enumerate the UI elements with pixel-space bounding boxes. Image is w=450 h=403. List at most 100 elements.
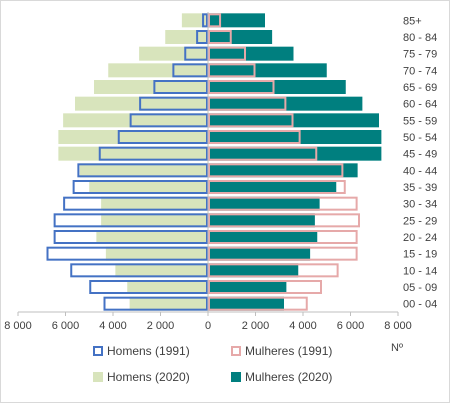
x-tick-label-4: 0 (205, 320, 211, 332)
category-label-4: 20 - 24 (403, 232, 437, 244)
bar-series-0-6 (63, 196, 208, 211)
legend-swatch-series-1 (231, 346, 241, 356)
bar-series-1-4 (208, 230, 358, 244)
bar-series-1-0 (208, 296, 308, 311)
bar-series-1-16 (208, 30, 232, 44)
legend-item-series-3: Mulheres (2020) (231, 370, 332, 384)
bar-series-1-15 (208, 46, 246, 61)
bar-series-0-7 (72, 180, 208, 194)
bar-series-3-2 (208, 263, 299, 278)
category-label-13: 65 - 69 (403, 82, 437, 94)
legend-swatch-series-0 (93, 346, 103, 356)
bar-series-3-13 (208, 80, 346, 94)
bar-series-0-17 (202, 13, 208, 28)
category-label-16: 80 - 84 (403, 32, 437, 44)
bar-series-2-12 (75, 96, 208, 111)
x-tick-label-8: 8 000 (384, 320, 412, 332)
bar-series-2-0 (129, 296, 208, 311)
bar-series-0-8 (77, 163, 208, 178)
bar-series-1-14 (208, 63, 256, 78)
bar-series-0-4 (53, 230, 208, 244)
bar-series-0-0 (103, 296, 208, 311)
bar-series-3-0 (208, 296, 284, 311)
x-tick-label-5: 2 000 (242, 320, 270, 332)
bar-series-3-3 (208, 246, 311, 261)
category-label-10: 50 - 54 (403, 132, 437, 144)
legend-label-series-3: Mulheres (2020) (245, 370, 333, 384)
x-tick-label-2: 4 000 (99, 320, 127, 332)
x-axis-title: Nº (391, 342, 403, 354)
bar-series-2-6 (101, 196, 208, 211)
bar-series-3-15 (208, 46, 294, 61)
bar-series-2-10 (58, 130, 208, 144)
bar-series-2-2 (115, 263, 208, 278)
bar-series-1-5 (208, 213, 360, 228)
bar-series-0-13 (153, 80, 208, 94)
bar-series-2-7 (89, 180, 208, 194)
bar-series-3-7 (208, 180, 337, 194)
category-label-2: 10 - 14 (403, 265, 437, 277)
bar-series-1-1 (208, 280, 322, 294)
legend-swatch-series-3 (231, 372, 241, 382)
bar-series-3-9 (208, 146, 382, 161)
category-label-11: 55 - 59 (403, 115, 437, 127)
x-tick-label-0: 8 000 (4, 320, 32, 332)
bar-series-1-7 (208, 180, 346, 194)
bar-series-3-1 (208, 280, 287, 294)
x-tick-label-7: 6 000 (337, 320, 365, 332)
x-tick-label-3: 2 000 (147, 320, 175, 332)
category-label-6: 30 - 34 (403, 199, 437, 211)
bar-series-1-9 (208, 146, 318, 161)
bar-series-0-14 (172, 63, 208, 78)
bar-series-0-2 (70, 263, 208, 278)
bar-series-3-8 (208, 163, 358, 178)
bar-series-1-2 (208, 263, 339, 278)
bar-series-0-10 (117, 130, 208, 144)
bar-series-1-11 (208, 113, 294, 128)
chart-legend: Homens (1991) Mulheres (1991) Homens (20… (93, 342, 355, 392)
bar-series-2-9 (58, 146, 208, 161)
x-tick-label-1: 6 000 (52, 320, 80, 332)
category-label-1: 05 - 09 (403, 282, 437, 294)
legend-item-series-0: Homens (1991) (93, 344, 190, 358)
bar-series-3-4 (208, 230, 318, 244)
bar-series-1-3 (208, 246, 358, 261)
bar-series-0-12 (139, 96, 208, 111)
bar-series-2-14 (108, 63, 208, 78)
legend-item-series-2: Homens (2020) (93, 370, 190, 384)
category-label-17: 85+ (403, 15, 422, 27)
bar-series-3-16 (208, 30, 273, 44)
bar-series-2-4 (96, 230, 208, 244)
bar-series-3-5 (208, 213, 315, 228)
bar-series-2-1 (127, 280, 208, 294)
category-label-3: 15 - 19 (403, 249, 437, 261)
bar-series-1-10 (208, 130, 301, 144)
bar-series-0-3 (46, 246, 208, 261)
x-tick-label-6: 4 000 (289, 320, 317, 332)
bar-series-3-6 (208, 196, 320, 211)
category-label-0: 00 - 04 (403, 299, 437, 311)
legend-label-series-0: Homens (1991) (107, 344, 190, 358)
category-label-5: 25 - 29 (403, 215, 437, 227)
bar-series-1-6 (208, 196, 358, 211)
bar-series-1-13 (208, 80, 275, 94)
bar-series-0-5 (53, 213, 208, 228)
bar-series-1-12 (208, 96, 287, 111)
category-label-15: 75 - 79 (403, 49, 437, 61)
bar-series-2-17 (181, 13, 208, 28)
bar-series-3-17 (208, 13, 265, 28)
category-label-9: 45 - 49 (403, 149, 437, 161)
bar-series-2-15 (139, 46, 208, 61)
bar-series-2-11 (63, 113, 208, 128)
bar-series-0-9 (98, 146, 208, 161)
legend-swatch-series-2 (93, 372, 103, 382)
bar-series-1-8 (208, 163, 344, 178)
category-label-12: 60 - 64 (403, 99, 437, 111)
bar-series-0-1 (89, 280, 208, 294)
bar-series-2-8 (79, 163, 208, 178)
legend-item-series-1: Mulheres (1991) (231, 344, 332, 358)
bar-series-2-13 (94, 80, 208, 94)
bar-series-3-10 (208, 130, 382, 144)
bar-series-0-11 (129, 113, 208, 128)
